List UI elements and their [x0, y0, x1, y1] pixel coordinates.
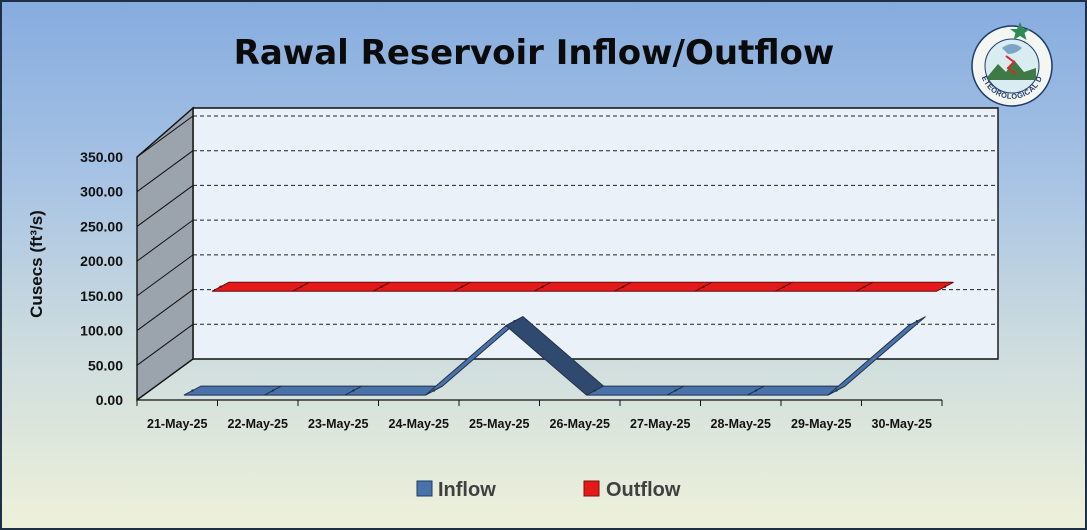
series-inflow-point-28-may-25: [754, 389, 758, 392]
side-gridline-y-4: [136, 219, 194, 262]
y-tick-label-4: 200.00: [80, 253, 123, 269]
side-gridline-y-1: [136, 323, 194, 366]
x-tick-label-26-may-25: 26-May-25: [550, 417, 610, 431]
series-inflow-point-29-may-25: [835, 389, 838, 392]
x-tick-label-24-may-25: 24-May-25: [389, 417, 449, 431]
plot-back-wall: [192, 107, 999, 360]
series-outflow-point-23-may-25: [380, 285, 383, 288]
x-tick-label-30-may-25: 30-May-25: [872, 417, 932, 431]
series-inflow-point-24-may-25: [432, 389, 436, 392]
series-outflow-point-30-may-25: [943, 285, 947, 288]
y-tick-label-3: 150.00: [80, 288, 123, 304]
y-axis-title: Cusecs (ft³/s): [27, 210, 46, 318]
legend-item-inflow: Inflow: [416, 479, 496, 501]
legend-swatch-inflow: [416, 480, 433, 497]
series-outflow-segment-8: [855, 281, 954, 292]
series-outflow-point-29-may-25: [863, 285, 866, 288]
y-axis-ticks: 0.00 50.00 100.00 150.00 200.00 250.00 300.00 3…: [80, 149, 123, 408]
y-tick-label-2: 100.00: [80, 323, 123, 339]
series-inflow-point-23-may-25: [352, 389, 355, 392]
series-outflow-point-27-may-25: [702, 285, 705, 288]
series-inflow-point-22-may-25: [271, 389, 275, 392]
series-inflow-point-27-may-25: [674, 389, 677, 392]
side-gridline-y-2: [136, 289, 194, 331]
x-tick-label-29-may-25: 29-May-25: [791, 417, 851, 431]
y-tick-label-7: 350.00: [80, 149, 123, 165]
series-outflow-point-26-may-25: [621, 285, 625, 288]
series-inflow-point-25-may-25: [513, 319, 516, 323]
legend-item-outflow: Outflow: [583, 479, 681, 501]
series-outflow-point-24-may-25: [460, 285, 464, 288]
series-outflow-point-21-may-25: [219, 285, 222, 288]
x-tick-label-28-may-25: 28-May-25: [711, 417, 771, 431]
x-tick-label-23-may-25: 23-May-25: [308, 417, 368, 431]
series-outflow-point-25-may-25: [541, 285, 544, 288]
series-inflow-point-21-may-25: [191, 389, 194, 392]
y-tick-label-5: 250.00: [80, 218, 123, 234]
x-tick-label-27-may-25: 27-May-25: [630, 417, 690, 431]
x-tick-label-25-may-25: 25-May-25: [469, 417, 529, 431]
y-tick-label-0: 0.00: [96, 392, 123, 408]
legend-label-inflow: Inflow: [438, 479, 496, 501]
series-outflow-point-22-may-25: [299, 285, 303, 288]
x-tick-label-22-may-25: 22-May-25: [228, 417, 288, 431]
series-outflow-point-28-may-25: [782, 285, 786, 288]
series-inflow-segment-8: [827, 316, 926, 396]
series-inflow-point-26-may-25: [593, 389, 597, 392]
x-tick-label-21-may-25: 21-May-25: [147, 417, 207, 431]
side-gridline-y-3: [136, 254, 194, 297]
legend-swatch-outflow: [583, 480, 600, 497]
chart-title: Rawal Reservoir Inflow/Outflow: [234, 33, 835, 73]
series-inflow-point-30-may-25: [915, 319, 919, 323]
side-gridline-y-6: [136, 150, 194, 193]
y-tick-label-6: 300.00: [80, 184, 123, 200]
side-gridline-y-7: [136, 115, 194, 158]
legend: Inflow Outflow: [416, 479, 681, 501]
plot-side-wall: [136, 106, 194, 402]
x-axis-ticks: 21-May-25 22-May-25 23-May-25 24-May-25 25-M…: [136, 400, 943, 431]
series-inflow: [183, 316, 926, 396]
y-tick-label-1: 50.00: [88, 357, 123, 373]
series-outflow: [211, 281, 954, 292]
side-gridline-y-5: [136, 185, 194, 227]
legend-label-outflow: Outflow: [606, 479, 681, 501]
